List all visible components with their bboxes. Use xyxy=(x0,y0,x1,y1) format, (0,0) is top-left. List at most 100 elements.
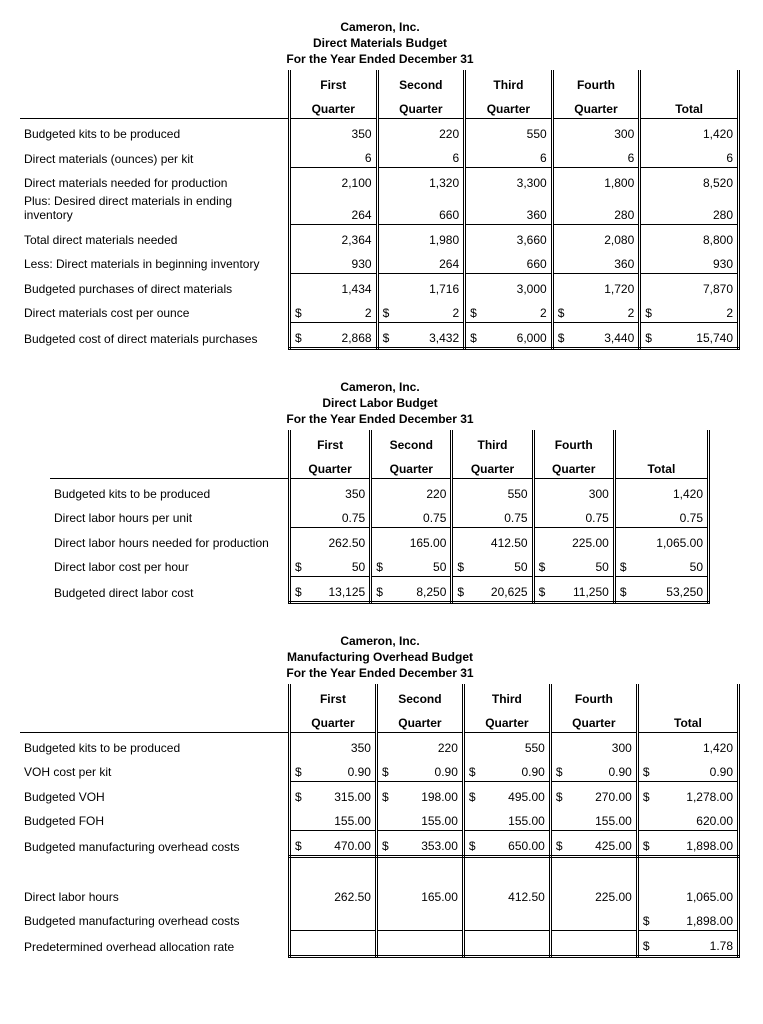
currency-symbol: $ xyxy=(290,552,312,577)
table-row: Direct labor hours per unit 0.75 0.75 0.… xyxy=(50,503,709,528)
currency-symbol: $ xyxy=(290,830,312,856)
header-row-1: First Second Third Fourth xyxy=(20,684,739,708)
cell: 50 xyxy=(555,552,615,577)
cell: 0.75 xyxy=(636,503,709,528)
cell: 262.50 xyxy=(311,882,376,906)
cell: 315.00 xyxy=(311,781,376,806)
header-row-2: Quarter Quarter Quarter Quarter Total xyxy=(50,454,709,479)
cell: 550 xyxy=(473,478,533,503)
table-row: Budgeted direct labor cost $13,125 $8,25… xyxy=(50,576,709,602)
currency-symbol: $ xyxy=(640,322,662,348)
table-row: Plus: Desired direct materials in ending… xyxy=(20,192,739,224)
cell: 1,420 xyxy=(661,119,738,144)
labor-budget-section: Cameron, Inc. Direct Labor Budget For th… xyxy=(50,380,710,604)
cell: 155.00 xyxy=(485,806,550,831)
cell: 0.90 xyxy=(572,757,637,782)
labor-period: For the Year Ended December 31 xyxy=(50,412,710,426)
col-q3-bot: Quarter xyxy=(465,94,553,119)
cell: 550 xyxy=(485,732,550,757)
col-total: Total xyxy=(640,94,739,119)
cell: 495.00 xyxy=(485,781,550,806)
cell: 300 xyxy=(555,478,615,503)
currency-symbol: $ xyxy=(550,781,572,806)
currency-symbol: $ xyxy=(614,576,636,602)
currency-symbol: $ xyxy=(452,552,474,577)
cell: 3,660 xyxy=(486,224,552,249)
cell: 1,278.00 xyxy=(659,781,739,806)
cell: 6 xyxy=(661,143,738,168)
row-label: Budgeted purchases of direct materials xyxy=(20,273,290,298)
currency-symbol: $ xyxy=(550,830,572,856)
table-row: Budgeted kits to be produced 350 220 550… xyxy=(20,119,739,144)
cell: 1,320 xyxy=(399,168,465,193)
currency-symbol: $ xyxy=(637,757,659,782)
row-label: Direct materials cost per ounce xyxy=(20,298,290,323)
currency-symbol: $ xyxy=(552,298,574,323)
currency-symbol: $ xyxy=(463,830,485,856)
cell: 1,980 xyxy=(399,224,465,249)
currency-symbol: $ xyxy=(552,322,574,348)
cell: 220 xyxy=(392,478,452,503)
col-q2-top: Second xyxy=(377,70,465,94)
materials-table: First Second Third Fourth Quarter Quarte… xyxy=(20,70,740,350)
cell: 360 xyxy=(574,249,640,274)
materials-title: Direct Materials Budget xyxy=(20,36,740,50)
currency-symbol: $ xyxy=(376,830,398,856)
table-row: Direct labor cost per hour $50 $50 $50 $… xyxy=(50,552,709,577)
currency-symbol: $ xyxy=(371,576,393,602)
currency-symbol: $ xyxy=(614,552,636,577)
row-label: Budgeted manufacturing overhead costs xyxy=(20,906,290,931)
row-label: Direct labor hours per unit xyxy=(50,503,290,528)
currency-symbol: $ xyxy=(377,322,399,348)
cell: 660 xyxy=(399,192,465,224)
cell: 198.00 xyxy=(398,781,463,806)
cell: 660 xyxy=(486,249,552,274)
row-label: Direct labor hours needed for production xyxy=(50,527,290,552)
cell: 50 xyxy=(636,552,709,577)
currency-symbol: $ xyxy=(376,781,398,806)
cell: 6 xyxy=(486,143,552,168)
row-label: VOH cost per kit xyxy=(20,757,290,782)
cell: 0.75 xyxy=(311,503,371,528)
materials-period: For the Year Ended December 31 xyxy=(20,52,740,66)
cell: 2,080 xyxy=(574,224,640,249)
currency-symbol: $ xyxy=(637,781,659,806)
cell: 155.00 xyxy=(311,806,376,831)
table-row: Predetermined overhead allocation rate $… xyxy=(20,930,739,956)
currency-symbol: $ xyxy=(377,298,399,323)
row-label: Direct materials (ounces) per kit xyxy=(20,143,290,168)
currency-symbol: $ xyxy=(550,757,572,782)
currency-symbol: $ xyxy=(463,781,485,806)
cell: 2,364 xyxy=(311,224,377,249)
cell: 353.00 xyxy=(398,830,463,856)
cell: 412.50 xyxy=(485,882,550,906)
table-row: Total direct materials needed 2,364 1,98… xyxy=(20,224,739,249)
cell: 13,125 xyxy=(311,576,371,602)
col-q1-top: First xyxy=(290,70,378,94)
cell: 1,420 xyxy=(636,478,709,503)
cell: 0.90 xyxy=(659,757,739,782)
cell: 3,300 xyxy=(486,168,552,193)
cell: 2,868 xyxy=(311,322,377,348)
cell: 1,434 xyxy=(311,273,377,298)
cell: 50 xyxy=(392,552,452,577)
currency-symbol: $ xyxy=(290,781,312,806)
currency-symbol: $ xyxy=(290,298,312,323)
cell: 300 xyxy=(572,732,637,757)
cell: 6,000 xyxy=(486,322,552,348)
col-q2-bot: Quarter xyxy=(377,94,465,119)
col-q3-top: Third xyxy=(465,70,553,94)
currency-symbol: $ xyxy=(371,552,393,577)
cell: 1.78 xyxy=(659,930,739,956)
table-row: Direct labor hours 262.50 165.00 412.50 … xyxy=(20,882,739,906)
cell: 225.00 xyxy=(572,882,637,906)
currency-symbol: $ xyxy=(637,930,659,956)
cell: 2 xyxy=(399,298,465,323)
cell: 3,432 xyxy=(399,322,465,348)
labor-title: Direct Labor Budget xyxy=(50,396,710,410)
currency-symbol: $ xyxy=(465,322,487,348)
cell: 264 xyxy=(311,192,377,224)
table-row: Budgeted manufacturing overhead costs $4… xyxy=(20,830,739,856)
cell: 50 xyxy=(473,552,533,577)
row-label: Budgeted manufacturing overhead costs xyxy=(20,830,290,856)
